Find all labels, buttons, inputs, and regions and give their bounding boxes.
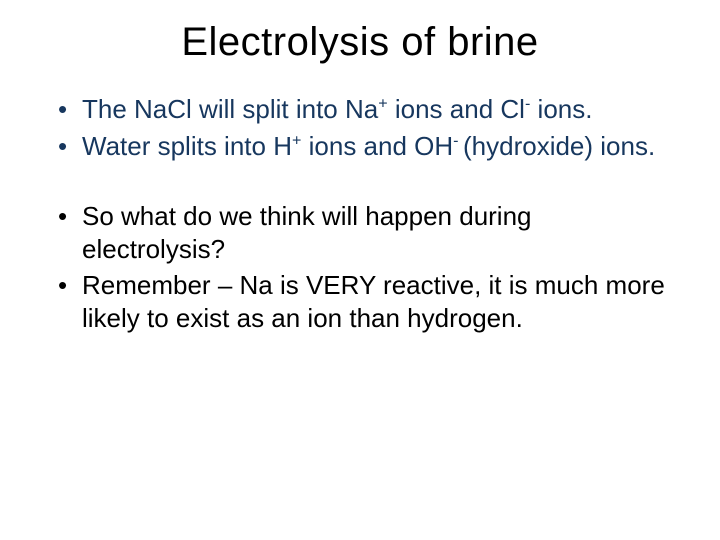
bullet-text: The NaCl will split into Na (82, 94, 378, 124)
slide: Electrolysis of brine The NaCl will spli… (0, 0, 720, 540)
bullet-item: Water splits into H+ ions and OH- (hydro… (64, 130, 680, 163)
bullet-text: Remember – Na is VERY reactive, it is mu… (82, 270, 665, 333)
bullet-text: ions and Cl (388, 94, 525, 124)
bullet-item: Remember – Na is VERY reactive, it is mu… (64, 269, 680, 334)
superscript: + (292, 131, 301, 149)
bullet-list: The NaCl will split into Na+ ions and Cl… (40, 93, 680, 334)
bullet-text: Water splits into H (82, 131, 292, 161)
bullet-text: (hydroxide) ions. (463, 131, 655, 161)
bullet-text: ions and OH (301, 131, 453, 161)
bullet-text: ions. (530, 94, 592, 124)
bullet-spacer (64, 166, 680, 200)
slide-title: Electrolysis of brine (40, 20, 680, 65)
superscript: + (378, 94, 387, 112)
bullet-item: The NaCl will split into Na+ ions and Cl… (64, 93, 680, 126)
superscript: - (453, 131, 463, 149)
bullet-item: So what do we think will happen during e… (64, 200, 680, 265)
bullet-text: So what do we think will happen during e… (82, 201, 532, 264)
